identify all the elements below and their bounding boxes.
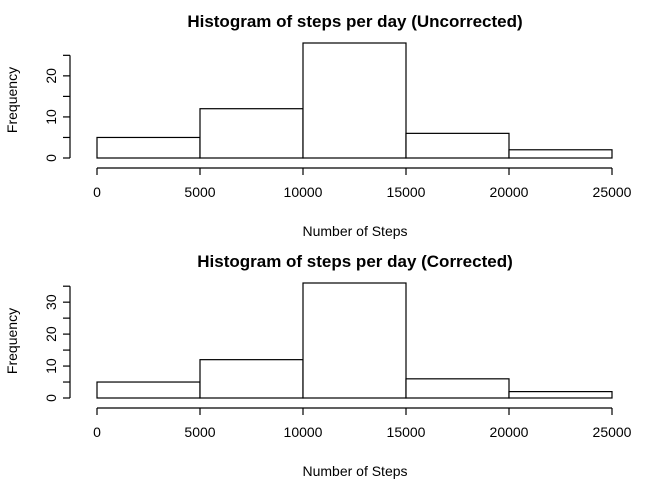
x-axis: 0 5000 10000 15000 20000 25000 xyxy=(93,167,632,200)
histogram-corrected: Histogram of steps per day (Corrected) N… xyxy=(4,252,632,479)
histogram-bar xyxy=(508,391,613,399)
histogram-bar xyxy=(302,282,407,399)
x-tick-label: 5000 xyxy=(184,184,215,200)
chart-title: Histogram of steps per day (Uncorrected) xyxy=(187,12,522,31)
y-axis: 0 10 20 xyxy=(43,54,71,162)
histogram-bar xyxy=(96,381,201,399)
x-tick-label: 10000 xyxy=(284,184,323,200)
bars xyxy=(96,282,613,399)
histogram-bar xyxy=(405,378,510,399)
y-tick-label: 20 xyxy=(43,68,59,84)
y-axis: 0 10 20 30 xyxy=(43,285,71,402)
x-tick-label: 15000 xyxy=(387,184,426,200)
x-axis-label: Number of Steps xyxy=(302,223,407,239)
y-tick-label: 0 xyxy=(43,154,59,162)
x-tick-label: 20000 xyxy=(490,184,529,200)
x-tick-label: 10000 xyxy=(284,424,323,440)
x-tick-label: 0 xyxy=(93,424,101,440)
y-tick-label: 10 xyxy=(43,358,59,374)
histogram-bar xyxy=(405,132,510,159)
bars xyxy=(96,42,613,159)
histogram-bar xyxy=(96,136,201,159)
x-tick-label: 5000 xyxy=(184,424,215,440)
x-tick-label: 20000 xyxy=(490,424,529,440)
y-axis-label: Frequency xyxy=(4,308,20,374)
histogram-bar xyxy=(508,149,613,159)
y-tick-label: 10 xyxy=(43,109,59,125)
y-axis-label: Frequency xyxy=(4,67,20,133)
x-tick-label: 15000 xyxy=(387,424,426,440)
histogram-bar xyxy=(199,359,304,399)
x-axis-label: Number of Steps xyxy=(302,463,407,479)
x-tick-label: 25000 xyxy=(593,184,632,200)
y-tick-label: 0 xyxy=(43,394,59,402)
histogram-bar xyxy=(302,42,407,159)
x-axis: 0 5000 10000 15000 20000 25000 xyxy=(93,407,632,440)
y-tick-label: 30 xyxy=(43,294,59,310)
y-tick-label: 20 xyxy=(43,326,59,342)
histogram-bar xyxy=(199,108,304,159)
histogram-uncorrected: Histogram of steps per day (Uncorrected)… xyxy=(4,12,632,239)
x-tick-label: 0 xyxy=(93,184,101,200)
x-tick-label: 25000 xyxy=(593,424,632,440)
chart-title: Histogram of steps per day (Corrected) xyxy=(197,252,513,271)
